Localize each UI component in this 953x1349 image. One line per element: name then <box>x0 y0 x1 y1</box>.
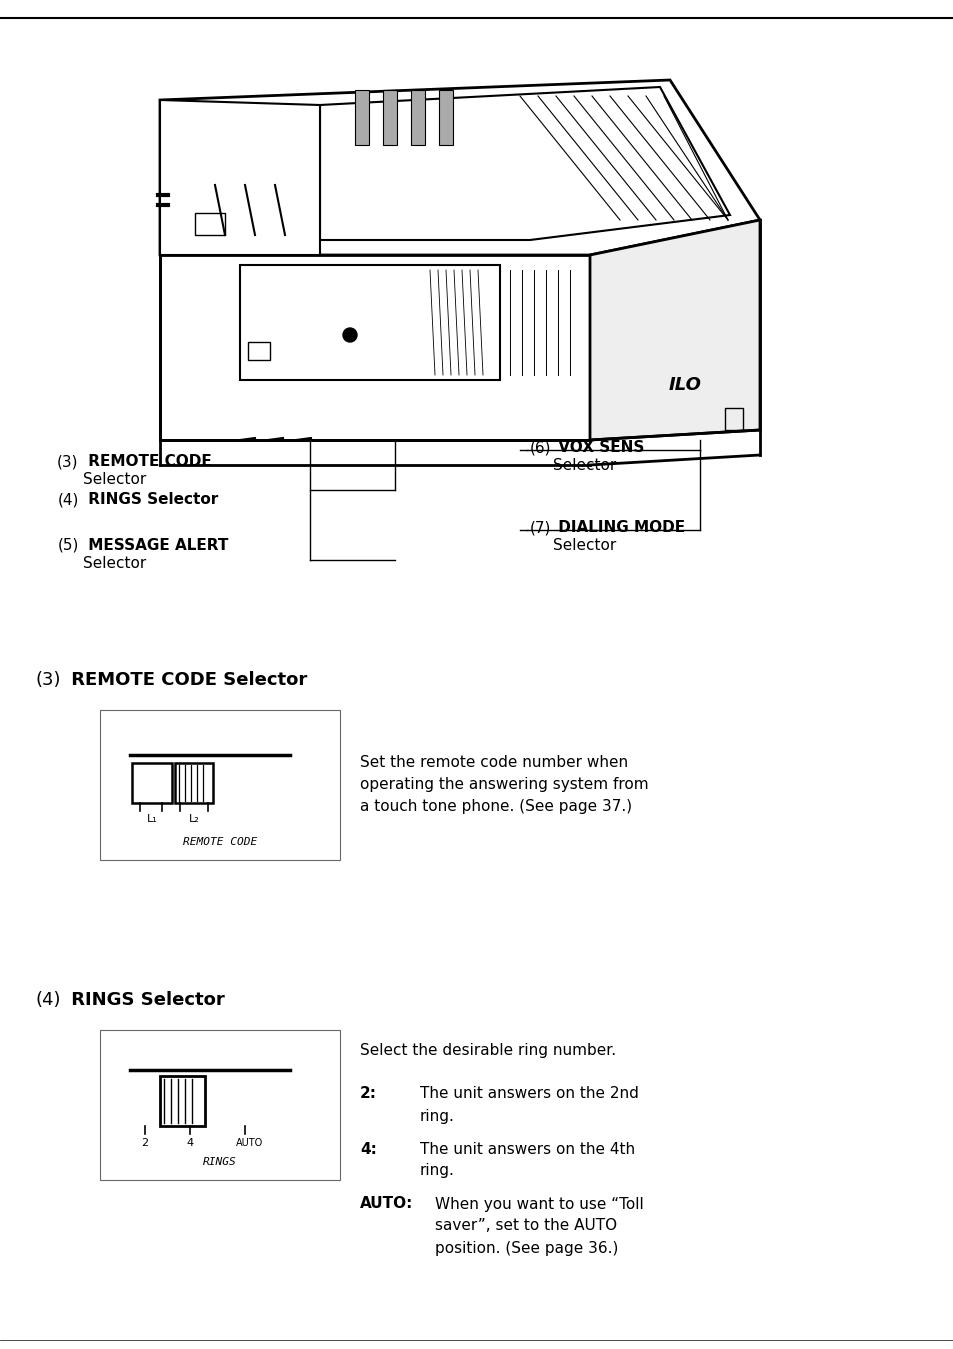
Text: REMOTE CODE Selector: REMOTE CODE Selector <box>65 670 307 689</box>
Bar <box>174 764 213 803</box>
Text: ring.: ring. <box>419 1109 455 1124</box>
Text: ring.: ring. <box>419 1163 455 1179</box>
Text: L₁: L₁ <box>147 813 157 824</box>
Text: Selector: Selector <box>83 472 146 487</box>
Text: Select the desirable ring number.: Select the desirable ring number. <box>359 1043 616 1058</box>
Text: (5): (5) <box>57 537 78 553</box>
Text: DIALING MODE: DIALING MODE <box>553 521 684 536</box>
Bar <box>724 407 742 430</box>
Bar <box>382 90 396 144</box>
Bar <box>248 343 270 360</box>
Bar <box>100 1031 339 1180</box>
Text: MESSAGE ALERT: MESSAGE ALERT <box>83 537 228 553</box>
Text: (3): (3) <box>57 455 79 469</box>
Text: RINGS: RINGS <box>203 1157 236 1167</box>
Text: (4): (4) <box>35 992 61 1009</box>
Text: AUTO: AUTO <box>236 1139 263 1148</box>
Text: Selector: Selector <box>553 459 616 473</box>
Text: The unit answers on the 4th: The unit answers on the 4th <box>419 1141 635 1156</box>
Polygon shape <box>589 220 760 440</box>
Bar <box>132 764 172 803</box>
Bar <box>438 90 453 144</box>
Text: RINGS Selector: RINGS Selector <box>83 492 218 507</box>
Text: Selector: Selector <box>83 556 146 571</box>
Polygon shape <box>319 86 729 240</box>
Text: (6): (6) <box>530 441 551 456</box>
Text: VOX SENS: VOX SENS <box>553 441 643 456</box>
Text: position. (See page 36.): position. (See page 36.) <box>435 1241 618 1256</box>
Text: L₂: L₂ <box>189 813 199 824</box>
Text: (3): (3) <box>35 670 61 689</box>
Text: AUTO:: AUTO: <box>359 1197 413 1211</box>
Polygon shape <box>160 100 319 255</box>
Text: 2:: 2: <box>359 1086 376 1102</box>
Bar <box>160 1077 205 1126</box>
Circle shape <box>343 328 356 343</box>
Polygon shape <box>160 255 589 440</box>
Text: 4:: 4: <box>359 1141 376 1156</box>
Text: 4: 4 <box>186 1139 193 1148</box>
Bar <box>194 213 225 235</box>
Text: 2: 2 <box>141 1139 149 1148</box>
Text: saver”, set to the AUTO: saver”, set to the AUTO <box>435 1218 617 1233</box>
Text: RINGS Selector: RINGS Selector <box>65 992 225 1009</box>
Text: The unit answers on the 2nd: The unit answers on the 2nd <box>419 1086 639 1102</box>
Text: (4): (4) <box>57 492 78 507</box>
Bar <box>100 710 339 861</box>
Text: (7): (7) <box>530 521 551 536</box>
Text: REMOTE CODE: REMOTE CODE <box>83 455 212 469</box>
Text: Set the remote code number when
operating the answering system from
a touch tone: Set the remote code number when operatin… <box>359 755 648 815</box>
Text: Selector: Selector <box>553 538 616 553</box>
Bar <box>355 90 369 144</box>
Polygon shape <box>160 80 760 255</box>
Bar <box>411 90 424 144</box>
Text: When you want to use “Toll: When you want to use “Toll <box>435 1197 643 1211</box>
Polygon shape <box>240 264 499 380</box>
Text: REMOTE CODE: REMOTE CODE <box>183 836 257 847</box>
Text: ILO: ILO <box>668 376 700 394</box>
